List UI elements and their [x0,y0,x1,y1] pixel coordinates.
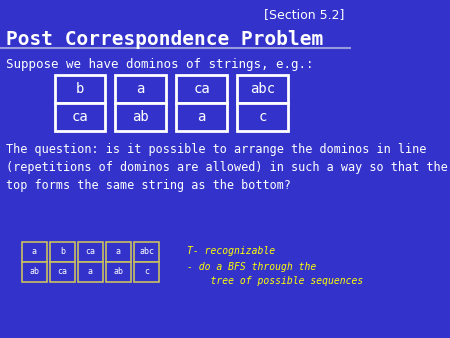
Text: T- recognizable: T- recognizable [187,246,275,256]
Text: The question: is it possible to arrange the dominos in line
(repetitions of domi: The question: is it possible to arrange … [6,143,448,192]
Text: a: a [88,267,93,276]
Text: b: b [76,82,84,96]
FancyBboxPatch shape [78,242,103,262]
FancyBboxPatch shape [54,103,105,131]
Text: ca: ca [193,82,210,96]
Text: Post Correspondence Problem: Post Correspondence Problem [6,30,324,49]
Text: ca: ca [57,267,68,276]
Text: [Section 5.2]: [Section 5.2] [264,8,345,21]
FancyBboxPatch shape [22,262,47,282]
Text: c: c [144,267,149,276]
Text: ca: ca [86,247,95,257]
FancyBboxPatch shape [106,242,131,262]
FancyBboxPatch shape [78,262,103,282]
FancyBboxPatch shape [176,103,227,131]
Text: c: c [258,110,266,124]
FancyBboxPatch shape [54,75,105,103]
FancyBboxPatch shape [115,103,166,131]
FancyBboxPatch shape [115,75,166,103]
FancyBboxPatch shape [237,75,288,103]
Text: abc: abc [250,82,275,96]
FancyBboxPatch shape [176,75,227,103]
Text: a: a [116,247,121,257]
Text: tree of possible sequences: tree of possible sequences [187,276,363,286]
FancyBboxPatch shape [106,262,131,282]
Text: a: a [136,82,145,96]
FancyBboxPatch shape [50,262,75,282]
Text: abc: abc [139,247,154,257]
Text: - do a BFS through the: - do a BFS through the [187,262,316,272]
Text: ab: ab [29,267,39,276]
Text: ab: ab [113,267,123,276]
Text: ca: ca [72,110,88,124]
FancyBboxPatch shape [50,242,75,262]
Text: Suppose we have dominos of strings, e.g.:: Suppose we have dominos of strings, e.g.… [6,58,314,71]
Text: b: b [60,247,65,257]
FancyBboxPatch shape [134,262,159,282]
FancyBboxPatch shape [22,242,47,262]
FancyBboxPatch shape [134,242,159,262]
Text: a: a [198,110,206,124]
Text: ab: ab [132,110,149,124]
FancyBboxPatch shape [237,103,288,131]
Text: a: a [32,247,37,257]
